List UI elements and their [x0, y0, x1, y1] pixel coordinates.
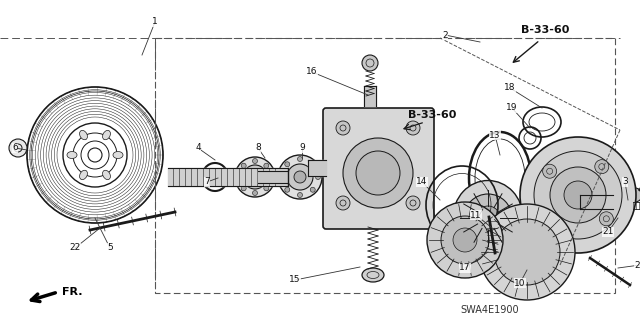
- Circle shape: [406, 121, 420, 135]
- Circle shape: [310, 187, 316, 192]
- Circle shape: [453, 228, 477, 252]
- Circle shape: [269, 174, 273, 180]
- Text: 2: 2: [442, 31, 448, 40]
- Text: 5: 5: [107, 243, 113, 253]
- Circle shape: [356, 151, 400, 195]
- Ellipse shape: [79, 130, 88, 140]
- Text: 9: 9: [299, 144, 305, 152]
- Circle shape: [336, 121, 350, 135]
- Text: 4: 4: [195, 144, 201, 152]
- Circle shape: [298, 192, 303, 197]
- Circle shape: [253, 190, 257, 196]
- Text: 1: 1: [152, 18, 158, 26]
- Circle shape: [427, 202, 503, 278]
- Ellipse shape: [113, 152, 123, 159]
- Circle shape: [406, 196, 420, 210]
- Circle shape: [287, 164, 313, 190]
- Circle shape: [595, 160, 609, 174]
- Circle shape: [278, 155, 322, 199]
- Circle shape: [476, 206, 500, 230]
- Ellipse shape: [362, 268, 384, 282]
- Ellipse shape: [67, 152, 77, 159]
- FancyBboxPatch shape: [323, 108, 434, 229]
- Circle shape: [479, 204, 575, 300]
- Ellipse shape: [102, 130, 111, 140]
- Ellipse shape: [102, 170, 111, 180]
- Text: 13: 13: [489, 130, 500, 139]
- Circle shape: [9, 139, 27, 157]
- Circle shape: [243, 165, 267, 189]
- Text: 6: 6: [12, 144, 18, 152]
- Text: 21: 21: [602, 227, 614, 236]
- Text: 22: 22: [69, 243, 81, 253]
- Text: 19: 19: [506, 103, 518, 113]
- Circle shape: [520, 137, 636, 253]
- Circle shape: [294, 171, 306, 183]
- Circle shape: [310, 162, 316, 167]
- Circle shape: [237, 174, 241, 180]
- Circle shape: [249, 171, 261, 183]
- Circle shape: [241, 163, 246, 168]
- Text: 16: 16: [307, 68, 317, 77]
- Bar: [155, 38, 615, 293]
- Text: FR.: FR.: [62, 287, 83, 297]
- Circle shape: [550, 167, 606, 223]
- Circle shape: [605, 194, 621, 210]
- Circle shape: [241, 186, 246, 191]
- Circle shape: [285, 187, 290, 192]
- Text: 20: 20: [634, 261, 640, 270]
- Text: 8: 8: [255, 144, 261, 152]
- Circle shape: [599, 212, 613, 226]
- Text: 18: 18: [504, 84, 516, 93]
- Circle shape: [573, 197, 583, 207]
- Circle shape: [336, 196, 350, 210]
- Circle shape: [264, 186, 269, 191]
- Circle shape: [362, 55, 378, 71]
- Circle shape: [464, 194, 512, 242]
- Circle shape: [547, 216, 561, 230]
- Text: B-33-60: B-33-60: [408, 110, 456, 120]
- Text: B-33-60: B-33-60: [521, 25, 569, 35]
- Circle shape: [253, 159, 257, 164]
- Circle shape: [280, 174, 285, 180]
- Circle shape: [264, 163, 269, 168]
- Circle shape: [494, 219, 560, 285]
- Circle shape: [298, 157, 303, 161]
- Circle shape: [534, 151, 622, 239]
- Text: 7: 7: [204, 177, 210, 187]
- Text: 3: 3: [622, 177, 628, 187]
- Circle shape: [564, 181, 592, 209]
- Circle shape: [343, 138, 413, 208]
- Text: 15: 15: [289, 276, 301, 285]
- Circle shape: [316, 174, 321, 180]
- Ellipse shape: [79, 170, 88, 180]
- Circle shape: [285, 162, 290, 167]
- Text: 11: 11: [470, 211, 482, 219]
- Ellipse shape: [453, 181, 523, 256]
- Circle shape: [235, 157, 275, 197]
- Text: SWA4E1900: SWA4E1900: [461, 305, 519, 315]
- Circle shape: [543, 164, 557, 178]
- Text: 14: 14: [416, 177, 428, 187]
- Circle shape: [628, 188, 640, 202]
- Text: 10: 10: [515, 278, 525, 287]
- Text: 17: 17: [460, 263, 471, 272]
- Circle shape: [441, 216, 489, 264]
